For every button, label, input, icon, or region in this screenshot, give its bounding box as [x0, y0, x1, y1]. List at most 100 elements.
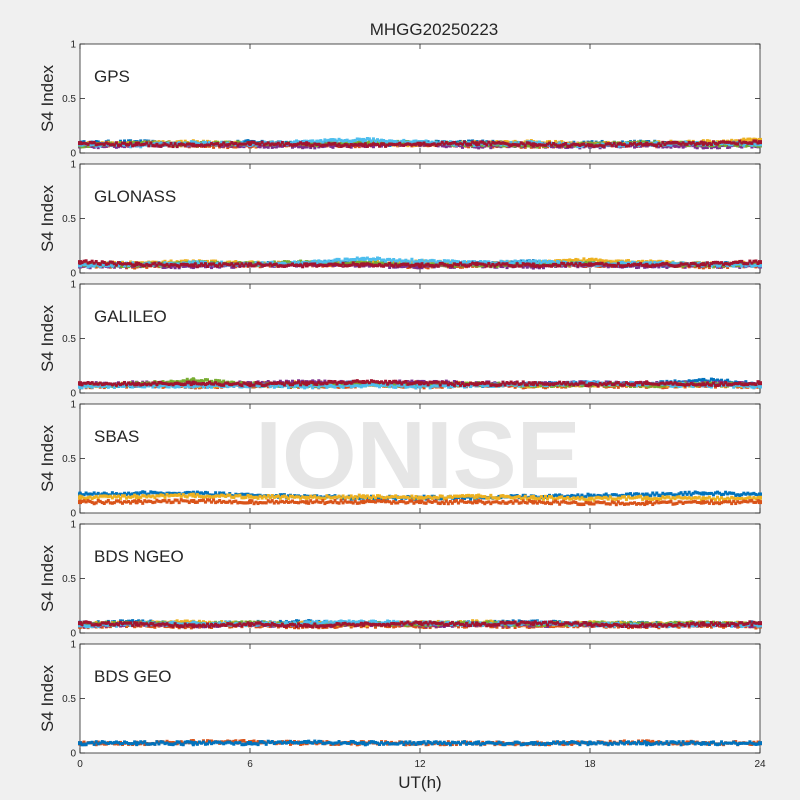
- data-point: [448, 261, 452, 265]
- data-point: [266, 263, 270, 267]
- y-tick-label: 1: [70, 280, 76, 291]
- data-point: [133, 263, 137, 267]
- data-point: [481, 145, 485, 149]
- data-point: [220, 260, 224, 264]
- data-point: [693, 264, 697, 268]
- data-point: [286, 141, 290, 145]
- data-point: [104, 144, 108, 148]
- data-point: [669, 145, 673, 149]
- data-point: [398, 258, 402, 262]
- data-point: [590, 143, 594, 147]
- data-point: [454, 263, 458, 267]
- data-point: [539, 264, 543, 268]
- data-point: [665, 265, 669, 269]
- data-point: [416, 141, 420, 145]
- data-point: [523, 262, 527, 266]
- data-point: [82, 141, 86, 145]
- data-point: [481, 144, 485, 148]
- data-point: [371, 260, 375, 264]
- data-point: [521, 262, 525, 266]
- data-point: [246, 139, 250, 143]
- data-point: [404, 142, 408, 146]
- data-point: [357, 264, 361, 268]
- data-point: [489, 143, 493, 147]
- data-point: [499, 141, 503, 145]
- data-point: [214, 140, 218, 144]
- data-point: [212, 262, 216, 266]
- data-point: [355, 141, 359, 145]
- data-point: [501, 144, 505, 148]
- data-point: [546, 140, 549, 144]
- data-point: [325, 139, 329, 143]
- data-point: [546, 264, 549, 268]
- data-point: [384, 263, 388, 267]
- data-point: [590, 140, 594, 144]
- data-point: [226, 260, 230, 264]
- data-point: [592, 262, 596, 266]
- data-point: [535, 262, 539, 266]
- data-point: [505, 140, 509, 144]
- data-point: [420, 140, 424, 144]
- data-point: [311, 262, 315, 266]
- data-point: [699, 143, 703, 147]
- data-point: [744, 144, 748, 148]
- data-point: [705, 139, 709, 143]
- data-point: [116, 141, 120, 145]
- data-point: [373, 140, 377, 144]
- data-point: [408, 260, 412, 264]
- data-point: [125, 143, 129, 147]
- data-point: [388, 257, 392, 261]
- data-point: [137, 261, 141, 265]
- data-point: [598, 258, 602, 262]
- data-point: [195, 265, 199, 269]
- data-point: [412, 142, 416, 146]
- data-point: [226, 146, 230, 150]
- data-point: [301, 261, 305, 265]
- data-point: [446, 142, 450, 146]
- data-point: [663, 264, 667, 268]
- data-point: [424, 139, 428, 143]
- data-point: [645, 262, 649, 266]
- y-tick-label: 0: [70, 149, 76, 160]
- data-point: [376, 141, 379, 145]
- data-point: [631, 263, 634, 267]
- data-point: [513, 141, 517, 145]
- data-point: [325, 264, 329, 268]
- data-point: [309, 144, 313, 148]
- data-point: [118, 264, 122, 268]
- data-point: [635, 143, 639, 147]
- data-point: [197, 260, 201, 264]
- data-point: [195, 260, 199, 264]
- data-point: [440, 144, 444, 148]
- data-point: [564, 142, 568, 146]
- data-point: [177, 141, 181, 145]
- data-point: [511, 143, 515, 147]
- data-point: [145, 265, 149, 269]
- data-point: [416, 143, 420, 147]
- data-point: [400, 139, 404, 143]
- data-point: [262, 145, 266, 149]
- data-point: [201, 263, 205, 267]
- data-point: [663, 143, 667, 147]
- data-point: [291, 143, 294, 147]
- data-point: [96, 142, 100, 146]
- data-point: [242, 261, 246, 265]
- data-point: [412, 260, 416, 264]
- data-point: [359, 140, 363, 144]
- data-point: [400, 265, 404, 269]
- data-point: [608, 142, 612, 146]
- data-point: [434, 261, 438, 265]
- data-point: [724, 261, 728, 265]
- data-point: [208, 140, 212, 144]
- data-point: [355, 262, 359, 266]
- data-point: [220, 144, 224, 148]
- data-point: [716, 260, 719, 264]
- data-point: [169, 265, 173, 269]
- data-point: [317, 142, 321, 146]
- data-point: [84, 144, 88, 148]
- data-point: [96, 140, 100, 144]
- data-point: [309, 262, 313, 266]
- data-point: [673, 261, 677, 265]
- data-point: [380, 261, 384, 265]
